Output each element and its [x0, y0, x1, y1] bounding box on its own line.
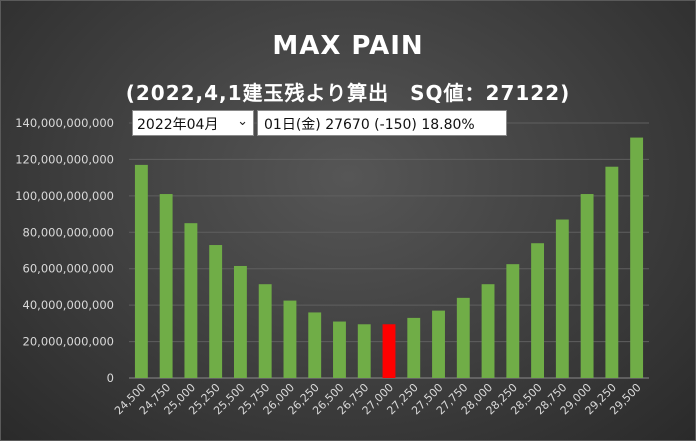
bar [283, 300, 297, 378]
bar [333, 321, 346, 378]
chevron-down-icon: ⌄ [237, 114, 248, 129]
bar [209, 245, 223, 378]
bar-max-pain [382, 324, 396, 378]
bar [531, 243, 545, 378]
bar [357, 324, 371, 378]
bar [233, 265, 247, 378]
x-axis-ticks: 24,50024,75025,00025,25025,50025,75026,0… [112, 381, 644, 417]
bar [580, 194, 594, 378]
bars [134, 137, 644, 378]
bar [159, 194, 173, 378]
chart-subtitle: (2022,4,1建玉残より算出 SQ値：27122) [125, 81, 571, 105]
y-tick-label: 100,000,000,000 [15, 189, 114, 203]
bar [605, 166, 619, 378]
y-tick-label: 20,000,000,000 [23, 335, 114, 349]
bar [481, 284, 495, 378]
y-tick-label: 140,000,000,000 [15, 116, 114, 130]
y-tick-label: 60,000,000,000 [23, 262, 114, 276]
bar [432, 310, 445, 378]
month-select-value: 2022年04月 [137, 117, 219, 133]
bar [506, 264, 520, 378]
day-info-field: 01日(金) 27670 (-150) 18.80% [257, 110, 507, 136]
chart-title: MAX PAIN [272, 31, 424, 61]
bar [184, 223, 198, 378]
bar [134, 164, 148, 378]
y-tick-label: 80,000,000,000 [23, 225, 114, 239]
bar [407, 317, 421, 378]
y-axis-ticks: 0 20,000,000,000 40,000,000,000 60,000,000,… [15, 116, 114, 385]
y-tick-label: 120,000,000,000 [15, 152, 114, 166]
bar [308, 312, 322, 378]
bar [630, 137, 644, 378]
y-tick-label: 0 [107, 371, 114, 385]
bar [456, 297, 470, 378]
bar [555, 219, 569, 378]
y-tick-label: 40,000,000,000 [23, 298, 114, 312]
bar [258, 284, 272, 378]
month-select[interactable]: 2022年04月 ⌄ [132, 110, 254, 136]
